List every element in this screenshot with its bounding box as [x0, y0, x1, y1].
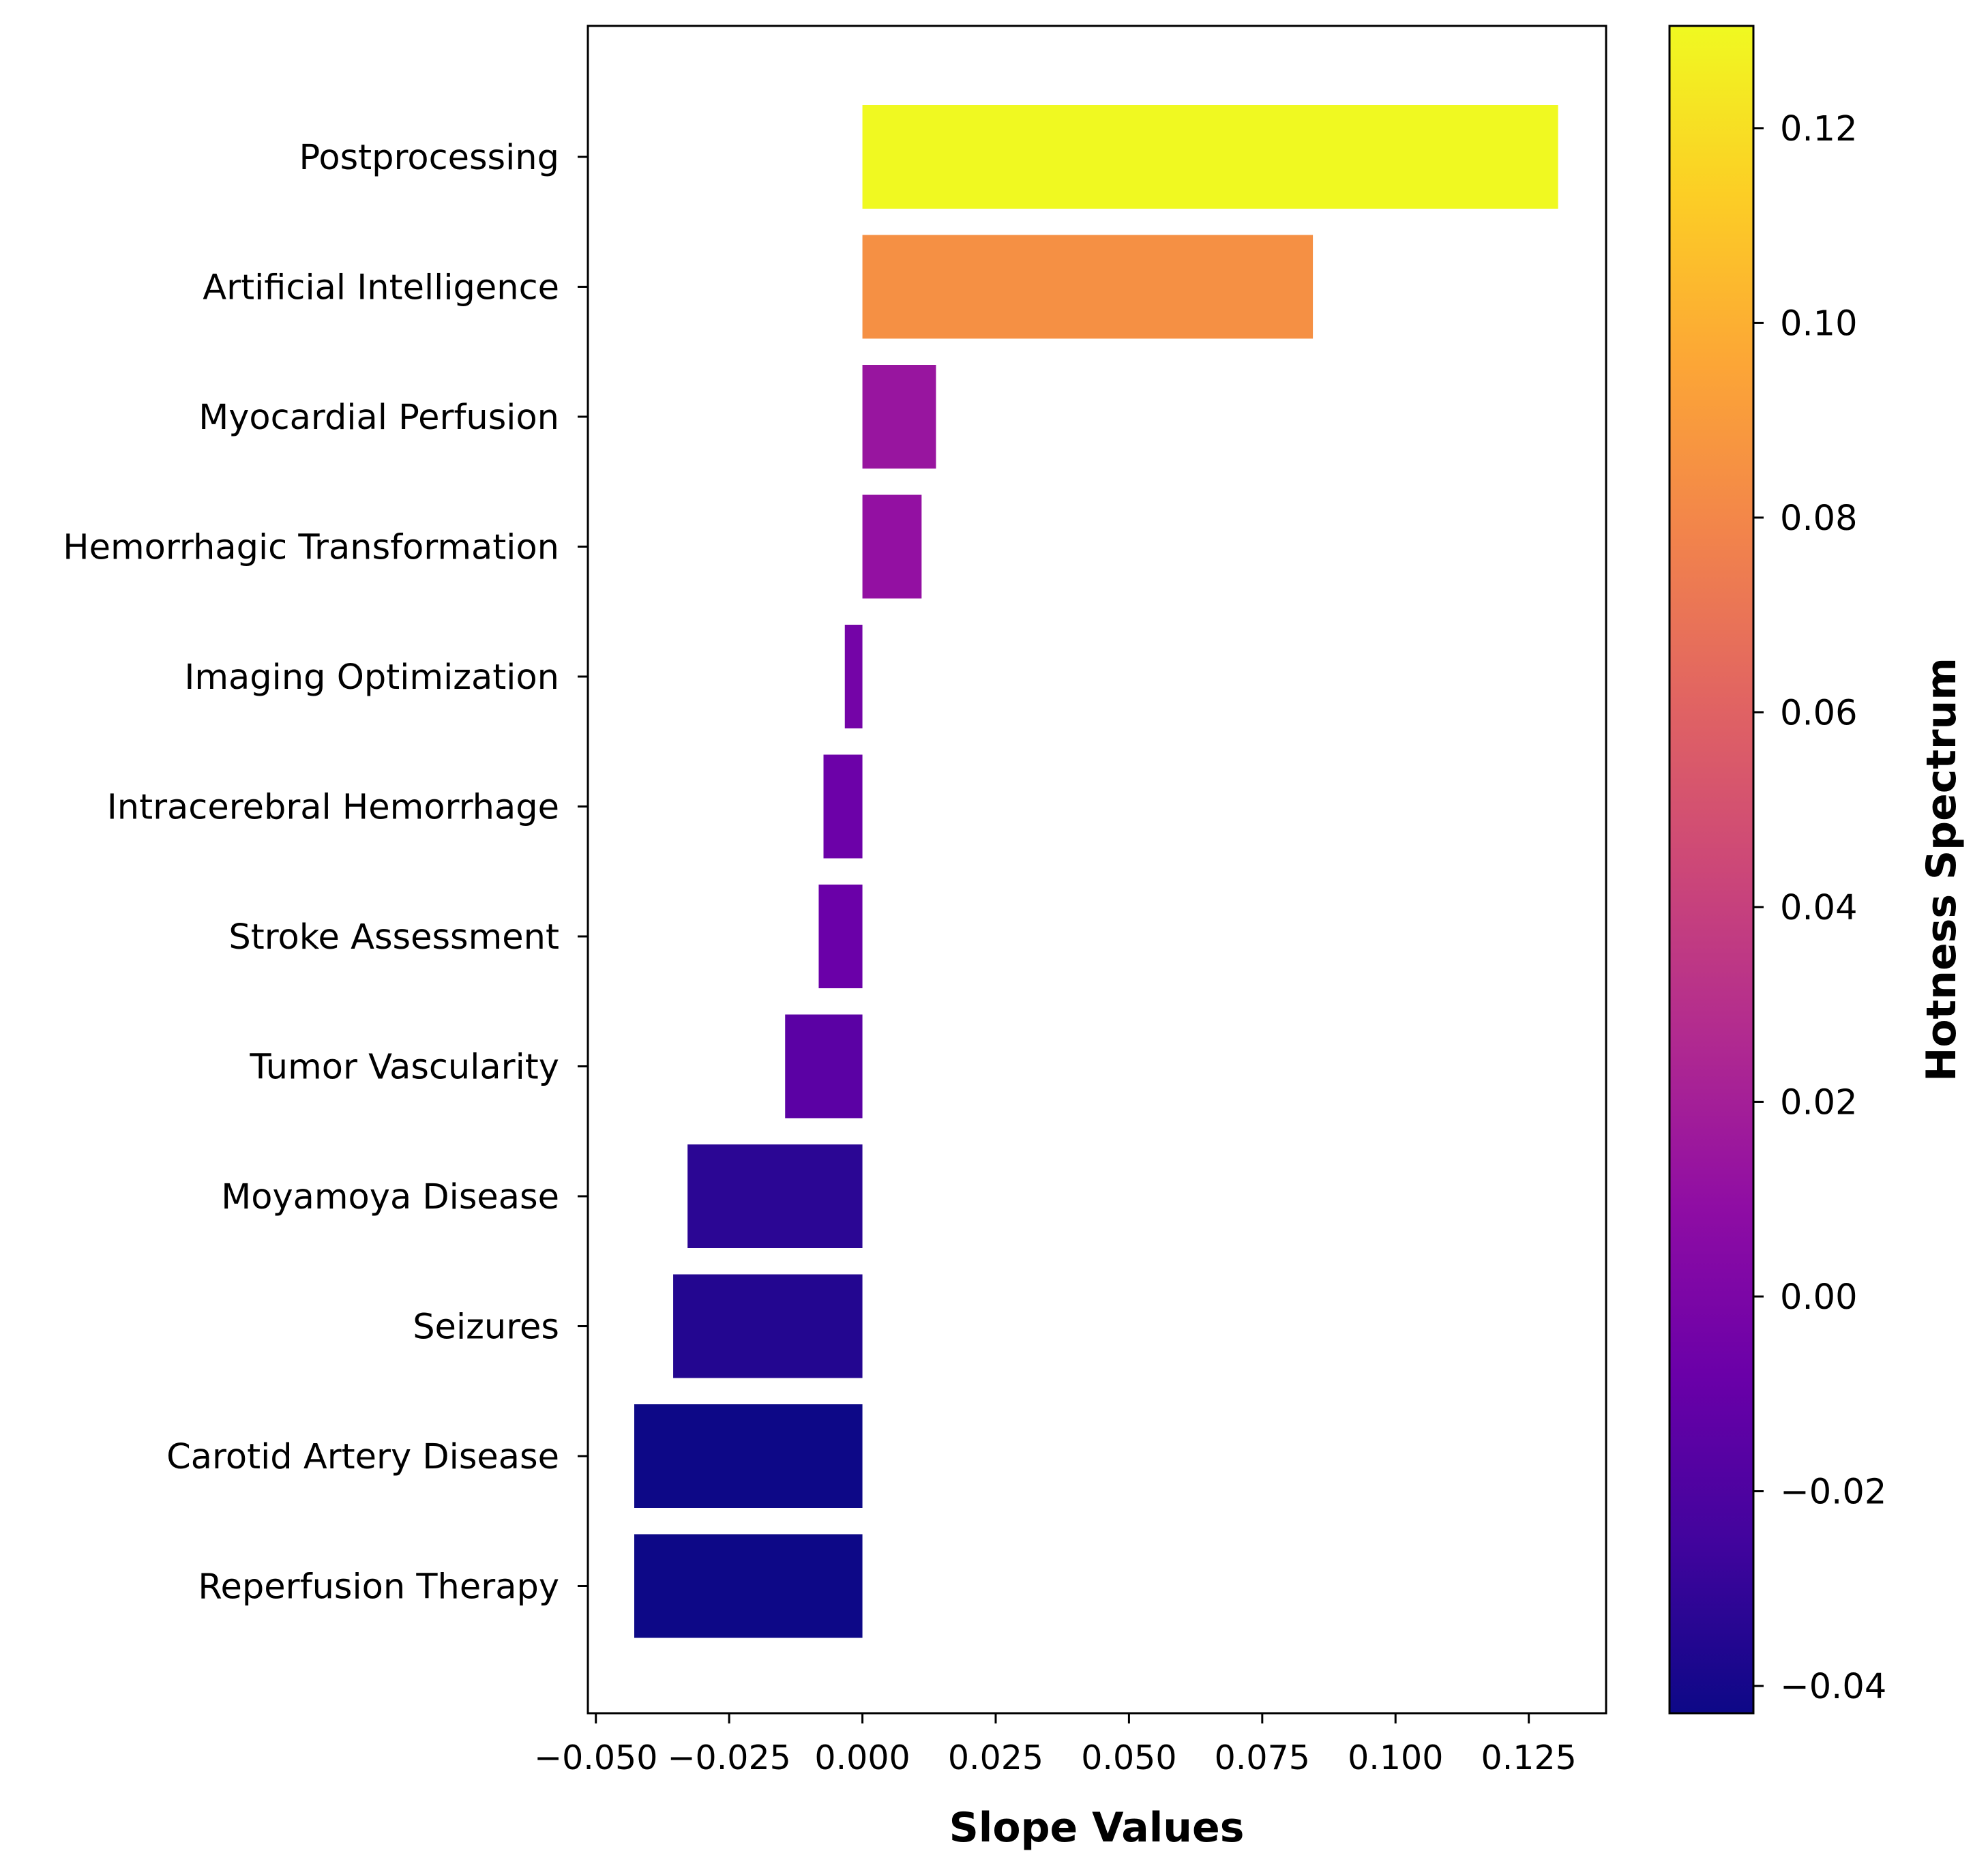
- y-tick-label: Moyamoya Disease: [221, 1177, 559, 1217]
- bar: [862, 105, 1558, 209]
- bar: [818, 885, 863, 988]
- y-tick-label: Tumor Vascularity: [249, 1048, 559, 1088]
- colorbar-title: Hotness Spectrum: [1918, 657, 1965, 1082]
- colorbar-tick-label: −0.04: [1780, 1667, 1886, 1707]
- bars-group: [634, 105, 1558, 1638]
- colorbar-tick-label: 0.04: [1780, 888, 1858, 928]
- bar: [687, 1144, 863, 1248]
- x-tick-label: 0.050: [1081, 1738, 1176, 1777]
- bar: [634, 1534, 863, 1638]
- x-axis-title: Slope Values: [949, 1804, 1245, 1852]
- colorbar-tick-label: 0.06: [1780, 693, 1858, 733]
- x-tick-label: 0.025: [948, 1738, 1043, 1777]
- x-tick-label: 0.000: [814, 1738, 910, 1777]
- bar: [634, 1404, 863, 1508]
- y-axis: Postprocessing Artificial Intelligence Myo…: [63, 138, 588, 1608]
- colorbar-tick-label: 0.02: [1780, 1082, 1858, 1123]
- x-axis: −0.050 −0.025 0.000 0.025 0.050 0.075 0.100 0.1…: [534, 1713, 1577, 1777]
- bar: [862, 494, 922, 599]
- y-tick-label: Carotid Artery Disease: [166, 1437, 559, 1477]
- plot-frame: [587, 25, 1607, 1715]
- x-tick-label: 0.100: [1348, 1738, 1443, 1777]
- bar: [785, 1014, 863, 1119]
- y-tick-label: Myocardial Perfusion: [198, 398, 559, 438]
- y-tick-label: Artificial Intelligence: [203, 268, 559, 308]
- bar: [673, 1274, 863, 1378]
- x-tick-label: −0.050: [534, 1738, 657, 1777]
- y-tick-label: Intracerebral Hemorrhage: [107, 788, 559, 828]
- x-tick-label: −0.025: [667, 1738, 790, 1777]
- y-tick-label: Hemorrhagic Transformation: [63, 528, 559, 568]
- colorbar-tick-label: 0.00: [1780, 1277, 1858, 1318]
- x-tick-label: 0.075: [1215, 1738, 1310, 1777]
- colorbar-tick-label: 0.10: [1780, 303, 1858, 344]
- colorbar-axis: −0.04 −0.02 0.00 0.02 0.04 0.06 0.08 0.10 0.12: [1753, 109, 1886, 1707]
- colorbar-tick-label: 0.08: [1780, 499, 1858, 539]
- bar: [844, 625, 863, 728]
- bar: [862, 365, 936, 469]
- y-tick-label: Postprocessing: [299, 138, 559, 178]
- y-tick-label: Seizures: [413, 1307, 559, 1348]
- x-tick-label: 0.125: [1481, 1738, 1577, 1777]
- bar: [862, 235, 1314, 339]
- y-tick-label: Reperfusion Therapy: [198, 1567, 559, 1608]
- colorbar-tick-label: −0.02: [1780, 1472, 1886, 1513]
- colorbar: [1668, 25, 1755, 1715]
- y-tick-label: Stroke Assessment: [228, 917, 559, 958]
- colorbar-tick-label: 0.12: [1780, 109, 1858, 149]
- y-tick-label: Imaging Optimization: [184, 657, 559, 698]
- bar: [823, 754, 863, 859]
